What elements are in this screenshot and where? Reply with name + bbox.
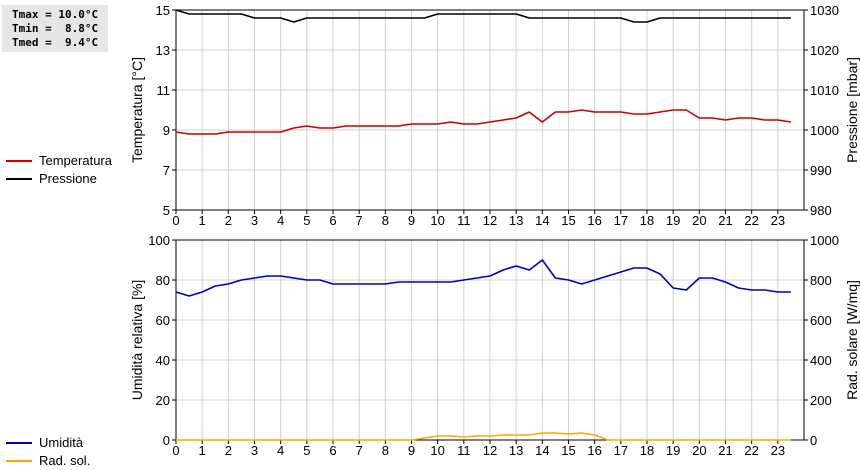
x-tick-label: 10 — [430, 443, 444, 458]
series-line-temperatura — [175, 109, 792, 135]
x-tick-label: 18 — [640, 443, 654, 458]
legend-swatch — [6, 460, 32, 462]
x-tick-label: 11 — [457, 443, 471, 458]
legend-top: Temperatura Pressione — [6, 152, 112, 188]
y-right-tick-label: 600 — [810, 313, 832, 328]
y-right-tick-label: 990 — [810, 163, 832, 178]
x-tick-label: 19 — [666, 443, 680, 458]
x-tick-label: 4 — [277, 213, 284, 228]
x-tick-label: 3 — [251, 213, 258, 228]
plot-frame — [175, 239, 805, 441]
y-left-axis-label: Temperatura [°C] — [129, 57, 145, 163]
y-right-tick-label: 1010 — [810, 83, 839, 98]
x-tick-label: 20 — [692, 443, 706, 458]
x-tick-label: 12 — [483, 443, 497, 458]
x-tick-label: 4 — [277, 443, 284, 458]
x-tick-label: 2 — [225, 213, 232, 228]
y-left-tick-label: 20 — [156, 393, 170, 408]
plot-frame — [175, 9, 805, 211]
y-right-tick-label: 0 — [810, 433, 817, 448]
x-tick-label: 13 — [509, 213, 523, 228]
x-tick-label: 18 — [640, 213, 654, 228]
series-line-pressione — [175, 9, 791, 23]
y-right-tick-label: 1030 — [810, 3, 839, 18]
y-right-tick-label: 1020 — [810, 43, 839, 58]
series-line-rad-sol — [176, 432, 791, 441]
x-tick-label: 14 — [535, 213, 549, 228]
x-tick-label: 9 — [408, 443, 415, 458]
x-tick-label: 9 — [408, 213, 415, 228]
legend-label: Umidità — [39, 435, 84, 450]
x-tick-label: 7 — [356, 213, 363, 228]
x-tick-label: 8 — [382, 443, 389, 458]
stat-tmin: Tmin = 8.8°C — [12, 22, 99, 35]
x-tick-label: 22 — [744, 213, 758, 228]
x-tick-label: 17 — [614, 443, 628, 458]
x-tick-label: 20 — [692, 213, 706, 228]
x-tick-label: 0 — [172, 443, 179, 458]
series-line-umidit — [175, 259, 791, 297]
y-right-tick-label: 400 — [810, 353, 832, 368]
y-left-tick-label: 60 — [156, 313, 170, 328]
x-tick-label: 1 — [199, 213, 206, 228]
legend-label: Pressione — [39, 171, 97, 186]
x-tick-label: 6 — [329, 443, 336, 458]
chart-area: 0 1 2 3 4 5 6 7 8 9 10 11 12 13 14 15 16 17 18 19 20 21 22 2357… — [129, 3, 860, 458]
legend-item-umidita: Umidità — [6, 434, 90, 452]
x-tick-label: 22 — [744, 443, 758, 458]
x-tick-label: 3 — [251, 443, 258, 458]
y-right-axis-label: Pressione [mbar] — [844, 57, 860, 163]
x-tick-label: 1 — [199, 443, 206, 458]
y-left-tick-label: 13 — [156, 43, 170, 58]
legend-item-pressione: Pressione — [6, 170, 112, 188]
x-tick-label: 14 — [535, 443, 549, 458]
legend-swatch — [6, 178, 32, 180]
legend-item-temperatura: Temperatura — [6, 152, 112, 170]
y-left-tick-label: 9 — [163, 123, 170, 138]
x-tick-label: 21 — [718, 443, 732, 458]
x-tick-label: 12 — [483, 213, 497, 228]
x-tick-label: 7 — [356, 443, 363, 458]
x-tick-label: 23 — [771, 213, 785, 228]
y-left-tick-label: 40 — [156, 353, 170, 368]
y-left-tick-label: 11 — [157, 83, 171, 98]
x-tick-label: 5 — [303, 213, 310, 228]
y-right-tick-label: 800 — [810, 273, 832, 288]
x-tick-label: 15 — [561, 213, 575, 228]
x-tick-label: 6 — [329, 213, 336, 228]
y-left-tick-label: 5 — [163, 203, 170, 218]
y-right-tick-label: 1000 — [810, 233, 839, 248]
legend-swatch — [6, 160, 32, 162]
y-right-tick-label: 980 — [810, 203, 832, 218]
x-tick-label: 16 — [587, 213, 601, 228]
y-left-tick-label: 7 — [163, 163, 170, 178]
legend-swatch — [6, 442, 32, 444]
y-left-tick-label: 0 — [163, 433, 170, 448]
x-tick-label: 0 — [172, 213, 179, 228]
y-right-axis-label: Rad. solare [W/mq] — [844, 280, 860, 400]
x-tick-label: 5 — [303, 443, 310, 458]
y-left-axis-label: Umidità relativa [%] — [129, 280, 145, 401]
x-tick-label: 10 — [430, 213, 444, 228]
x-tick-label: 21 — [718, 213, 732, 228]
x-tick-label: 19 — [666, 213, 680, 228]
x-tick-label: 11 — [457, 213, 471, 228]
x-tick-label: 8 — [382, 213, 389, 228]
stats-box: Tmax = 10.0°C Tmin = 8.8°C Tmed = 9.4°C — [2, 5, 108, 52]
y-left-tick-label: 80 — [156, 273, 170, 288]
y-right-tick-label: 1000 — [810, 123, 839, 138]
y-left-tick-label: 15 — [156, 3, 170, 18]
x-tick-label: 2 — [225, 443, 232, 458]
legend-label: Temperatura — [39, 153, 112, 168]
x-tick-label: 16 — [587, 443, 601, 458]
stat-tmax: Tmax = 10.0°C — [12, 8, 99, 21]
y-left-tick-label: 100 — [148, 233, 170, 248]
x-tick-label: 13 — [509, 443, 523, 458]
x-tick-label: 15 — [561, 443, 575, 458]
x-tick-label: 17 — [614, 213, 628, 228]
stat-tmed: Tmed = 9.4°C — [12, 36, 99, 49]
y-right-tick-label: 200 — [810, 393, 832, 408]
x-tick-label: 23 — [771, 443, 785, 458]
